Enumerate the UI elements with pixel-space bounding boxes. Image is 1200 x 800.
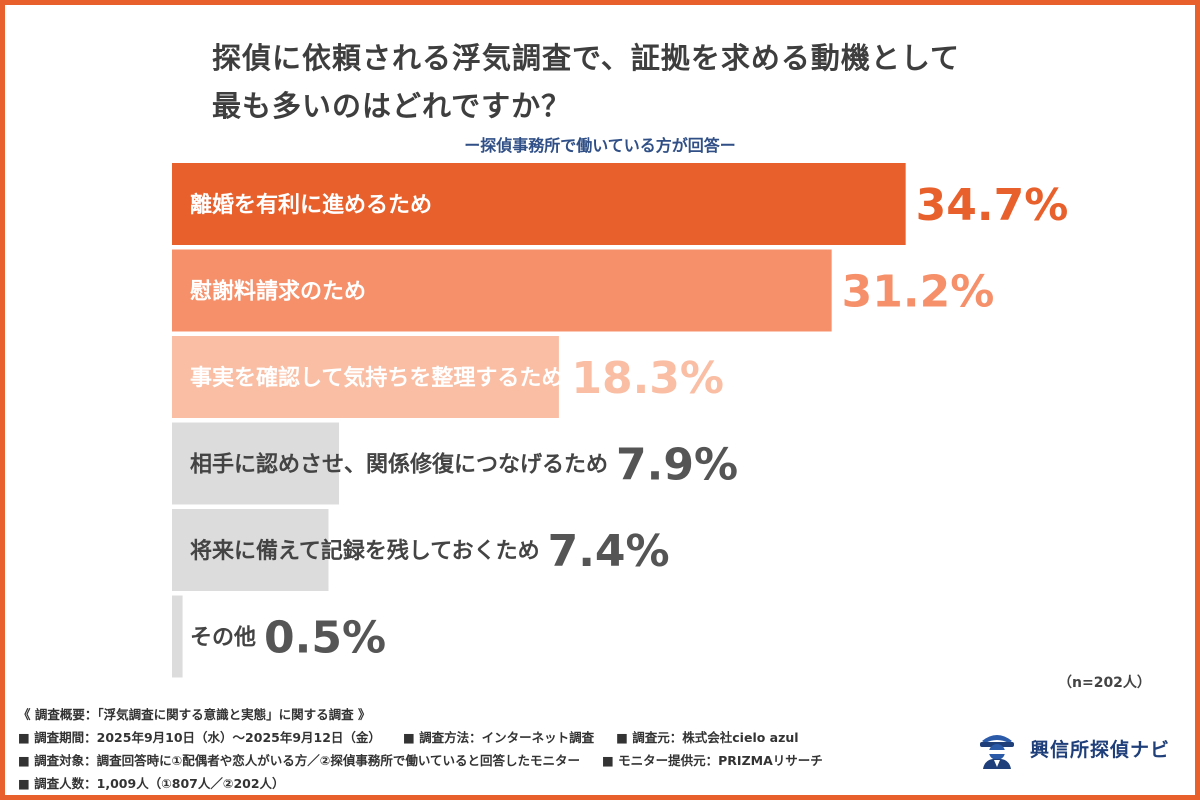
bar-label-4: 相手に認めさせ、関係修復につなげるため [190, 452, 608, 478]
logo-text: 興信所探偵ナビ [1030, 738, 1171, 761]
footer-source: ■ 調査元：株式会社cielo azul [616, 730, 799, 745]
detective-icon [980, 735, 1014, 769]
bar-label-1: 離婚を有利に進めるため [190, 192, 432, 218]
value-label-1: 34.7% [916, 180, 1069, 231]
footer-method: ■ 調査方法：インターネット調査 [402, 730, 595, 745]
bar-label-2: 慰謝料請求のため [190, 279, 366, 305]
chart-title: 探偵に依頼される浮気調査で、証拠を求める動機として 最も多いのはどれですか？ [212, 34, 1112, 130]
brand-logo: 興信所探偵ナビ [976, 727, 1170, 769]
value-label-2: 31.2% [842, 267, 995, 318]
bar-2 [172, 249, 832, 332]
bar-chart: 離婚を有利に進めるため 34.7% 慰謝料請求のため 31.2% 事実を確認して気持ちを… [172, 163, 1069, 678]
bar-3 [172, 336, 559, 418]
bar-6 [172, 595, 183, 678]
bar-1 [172, 163, 906, 245]
footer-count: ■ 調査人数：1,009人（①807人／②202人） [18, 776, 285, 791]
footer-period: ■ 調査期間：2025年9月10日（水）〜2025年9月12日（金） [18, 730, 381, 745]
chart-subtitle: ー探偵事務所で働いている方が回答ー [464, 136, 736, 155]
value-label-3: 18.3% [571, 353, 724, 404]
title-line-2: 最も多いのはどれですか？ [212, 89, 572, 123]
footer-provider: ■ モニター提供元：PRIZMAリサーチ [601, 753, 823, 768]
survey-footer: 《 調査概要：「浮気調査に関する意識と実態」に関する調査 》 ■ 調査期間：20… [18, 703, 823, 795]
value-label-4: 7.9% [616, 440, 738, 491]
value-label-5: 7.4% [548, 526, 670, 577]
sample-size-note: （n=202人） [1058, 675, 1151, 691]
footer-overview: 《 調査概要：「浮気調査に関する意識と実態」に関する調査 》 [18, 707, 371, 722]
bar-5 [172, 509, 329, 591]
bar-label-5: 将来に備えて記録を残しておくため [190, 538, 540, 564]
footer-row-3: ■ 調査対象：調査回答時に①配偶者や恋人がいる方／②探偵事務所で働いていると回答… [18, 749, 823, 772]
title-line-1: 探偵に依頼される浮気調査で、証拠を求める動機として [212, 41, 960, 75]
footer-target: ■ 調査対象：調査回答時に①配偶者や恋人がいる方／②探偵事務所で働いていると回答… [18, 753, 580, 768]
bar-4 [172, 422, 340, 505]
bar-label-3: 事実を確認して気持ちを整理するため [190, 365, 563, 391]
footer-row-2: ■ 調査期間：2025年9月10日（水）〜2025年9月12日（金） ■ 調査方法… [18, 726, 823, 749]
bar-label-6: その他 [190, 626, 256, 651]
value-label-6: 0.5% [264, 613, 386, 664]
